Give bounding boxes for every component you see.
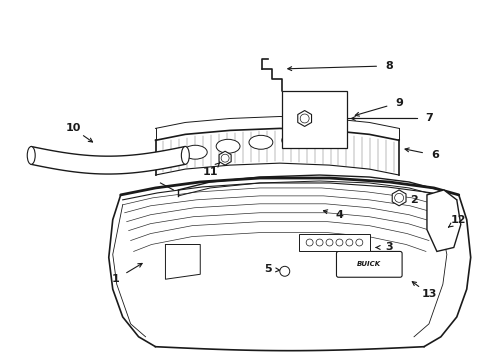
Circle shape — [279, 266, 289, 276]
Circle shape — [221, 154, 228, 162]
Circle shape — [335, 239, 342, 246]
Circle shape — [300, 114, 308, 123]
Text: 6: 6 — [430, 150, 438, 160]
Text: 3: 3 — [385, 243, 392, 252]
Circle shape — [394, 193, 403, 202]
Text: 2: 2 — [409, 195, 417, 205]
Text: 9: 9 — [394, 98, 402, 108]
Text: 10: 10 — [65, 123, 81, 134]
Ellipse shape — [181, 147, 189, 164]
Circle shape — [325, 239, 332, 246]
FancyBboxPatch shape — [336, 251, 401, 277]
Text: 13: 13 — [420, 289, 436, 299]
Ellipse shape — [248, 135, 272, 149]
Circle shape — [315, 239, 323, 246]
Circle shape — [305, 239, 312, 246]
Ellipse shape — [183, 145, 207, 159]
Ellipse shape — [216, 139, 240, 153]
Text: 4: 4 — [335, 210, 343, 220]
Bar — [298, 234, 369, 251]
Bar — [281, 91, 346, 148]
Polygon shape — [426, 190, 460, 251]
Circle shape — [345, 239, 352, 246]
Ellipse shape — [281, 133, 305, 147]
Text: 5: 5 — [264, 264, 271, 274]
Ellipse shape — [27, 147, 35, 165]
Text: 7: 7 — [424, 113, 432, 123]
Text: 1: 1 — [112, 274, 120, 284]
Text: 12: 12 — [450, 215, 466, 225]
Text: 11: 11 — [202, 167, 218, 177]
Text: 8: 8 — [385, 61, 392, 71]
Text: BUICK: BUICK — [357, 261, 381, 267]
Circle shape — [355, 239, 362, 246]
Polygon shape — [31, 147, 185, 174]
